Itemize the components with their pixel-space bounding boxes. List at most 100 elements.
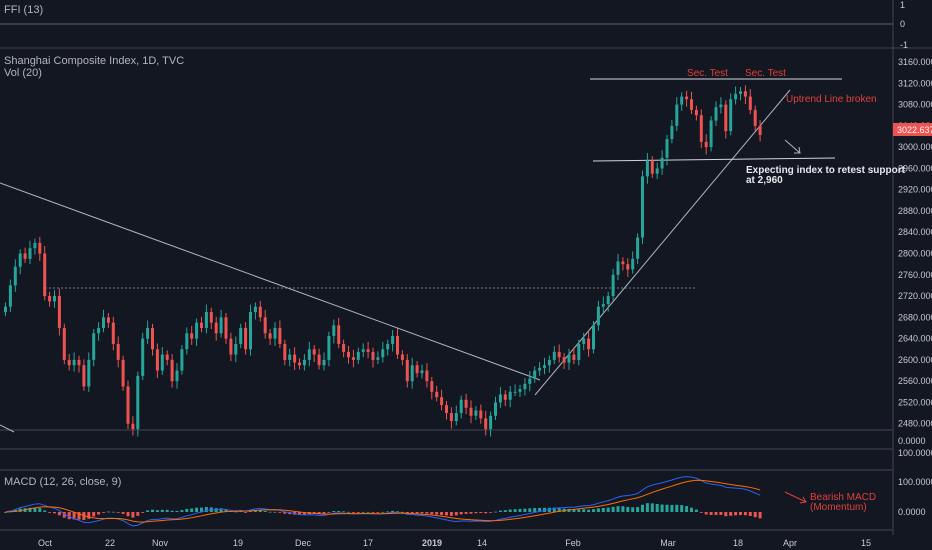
candle-body bbox=[332, 325, 336, 336]
macd-histogram-bar bbox=[102, 512, 105, 513]
candle-body bbox=[739, 91, 742, 94]
macd-histogram-bar bbox=[518, 508, 522, 512]
macd-histogram-bar bbox=[351, 512, 355, 513]
vol-axis-zero: 0.0000 bbox=[898, 436, 926, 446]
macd-note-line2: (Momentum) bbox=[810, 502, 867, 513]
candle-body bbox=[596, 306, 600, 326]
macd-histogram-bar bbox=[302, 512, 306, 515]
macd-histogram-bar bbox=[577, 509, 581, 512]
candle-body bbox=[190, 333, 194, 339]
macd-histogram-bar bbox=[57, 512, 61, 516]
candle bbox=[734, 86, 738, 105]
macd-histogram-bar bbox=[180, 510, 184, 512]
last-price-badge-label: 3022.637 bbox=[897, 125, 932, 135]
candlestick-series[interactable] bbox=[4, 85, 762, 437]
candle-body bbox=[327, 335, 331, 360]
candle bbox=[704, 134, 708, 155]
candle bbox=[121, 355, 125, 391]
candle bbox=[155, 343, 159, 378]
candle bbox=[690, 91, 693, 115]
candle-body bbox=[479, 410, 483, 419]
candle bbox=[459, 395, 463, 419]
candle-body bbox=[141, 338, 145, 376]
macd-histogram-bar bbox=[332, 511, 336, 512]
macd-histogram-bar bbox=[533, 508, 537, 512]
macd-histogram-bar bbox=[430, 512, 434, 515]
candle-body bbox=[38, 242, 42, 254]
macd-histogram-bar bbox=[204, 507, 208, 512]
macd-histogram-bar bbox=[479, 512, 483, 514]
candle bbox=[28, 240, 32, 265]
candle-body bbox=[234, 343, 238, 355]
candle bbox=[631, 251, 635, 274]
candle bbox=[552, 346, 556, 365]
price-axis-tick-label: 2480.000 bbox=[898, 419, 932, 429]
candle-body bbox=[523, 383, 527, 390]
candle bbox=[680, 92, 684, 111]
candle-body bbox=[175, 370, 179, 382]
macd-histogram-bar bbox=[469, 512, 473, 514]
ffi-axis-top: 1 bbox=[900, 0, 905, 10]
candle-body bbox=[18, 253, 22, 267]
candle-body bbox=[484, 418, 488, 430]
macd-histogram-bar bbox=[699, 512, 703, 513]
macd-histogram-bar bbox=[454, 512, 458, 516]
candle bbox=[273, 322, 277, 347]
candle-body bbox=[371, 351, 375, 360]
candle bbox=[719, 97, 723, 114]
macd-histogram-bar bbox=[87, 512, 91, 519]
macd-histogram-bar bbox=[400, 511, 404, 513]
price-axis-tick-label: 2920.000 bbox=[898, 185, 932, 195]
candle-body bbox=[528, 378, 532, 384]
macd-histogram-bar bbox=[141, 512, 145, 513]
macd-histogram-bar bbox=[175, 510, 179, 512]
candle bbox=[513, 384, 517, 397]
candle-body bbox=[650, 160, 654, 174]
macd-histogram-bar bbox=[200, 507, 203, 512]
candle bbox=[342, 339, 346, 358]
candle bbox=[141, 332, 145, 381]
time-axis-tick-label: Oct bbox=[38, 538, 53, 548]
candle bbox=[660, 150, 664, 175]
price-axis-tick-label: 2880.000 bbox=[898, 206, 932, 216]
candle bbox=[347, 346, 350, 364]
macd-histogram-bar bbox=[106, 511, 110, 513]
candle-body bbox=[547, 359, 551, 366]
price-axis-tick-label: 2600.000 bbox=[898, 355, 932, 365]
candle bbox=[611, 268, 615, 301]
time-axis[interactable]: Oct 22 Nov 19 Dec 17 2019 14 Feb Mar 18 Apr 15 bbox=[38, 538, 871, 548]
macd-histogram-bar bbox=[743, 512, 747, 516]
macd-histogram-bar bbox=[641, 504, 644, 512]
time-axis-tick-label: 19 bbox=[233, 538, 243, 548]
candle-body bbox=[494, 402, 497, 416]
candle bbox=[200, 316, 203, 333]
candle bbox=[391, 330, 395, 352]
macd-histogram-bar bbox=[474, 512, 478, 514]
candle bbox=[743, 85, 747, 105]
candle bbox=[234, 336, 238, 363]
candle bbox=[92, 329, 96, 367]
price-axis-tick-label: 2680.000 bbox=[898, 312, 932, 322]
macd-histogram-bar bbox=[53, 512, 56, 514]
candle-body bbox=[366, 349, 370, 352]
candle-body bbox=[106, 317, 110, 323]
candle-body bbox=[97, 327, 101, 334]
candle-body bbox=[626, 264, 630, 270]
price-axis[interactable]: 3160.0003120.0003080.0003040.0003000.000… bbox=[898, 57, 932, 429]
candle-body bbox=[425, 370, 429, 382]
candle-body bbox=[758, 125, 762, 136]
candle-body bbox=[391, 335, 395, 344]
macd-histogram-bar bbox=[410, 512, 414, 514]
candle-body bbox=[592, 325, 595, 350]
candle-body bbox=[538, 367, 542, 371]
macd-histogram-bar bbox=[513, 509, 517, 512]
candle bbox=[376, 351, 380, 365]
candle bbox=[278, 320, 282, 349]
annotation-sec-test-1: Sec. Test bbox=[687, 68, 728, 79]
macd-histogram-bar bbox=[503, 510, 507, 512]
candle bbox=[126, 380, 130, 430]
macd-histogram-bar bbox=[356, 512, 360, 513]
candle bbox=[244, 322, 248, 355]
price-axis-tick-label: 2640.000 bbox=[898, 334, 932, 344]
